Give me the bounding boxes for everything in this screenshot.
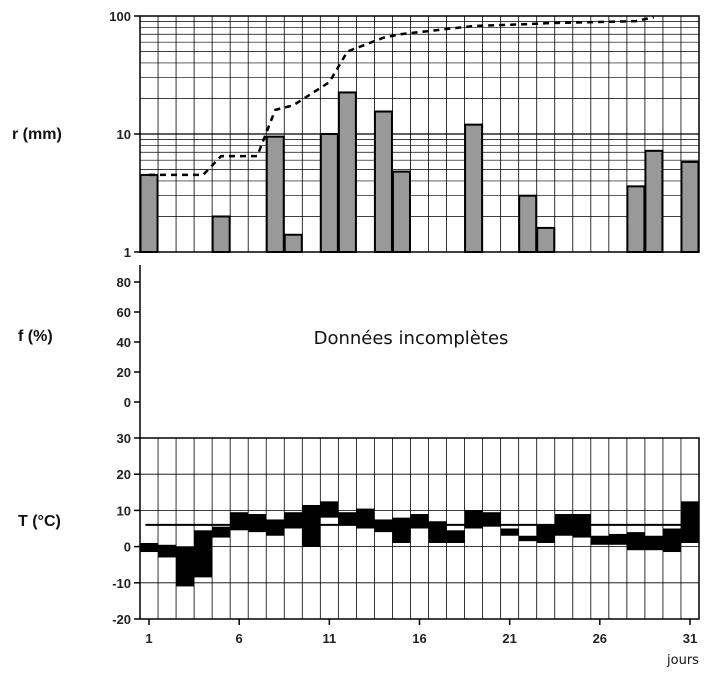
humidity-tick-label: 0 xyxy=(124,395,131,410)
temp-tick-label: 20 xyxy=(117,467,131,482)
x-axis-label: jours xyxy=(666,653,699,668)
precip-bar xyxy=(680,160,700,253)
precip-tick-label: 100 xyxy=(109,9,131,24)
x-tick-label: 6 xyxy=(236,631,243,646)
temp-range-bar xyxy=(284,512,303,529)
temp-tick-label: -20 xyxy=(112,612,131,627)
line-layer xyxy=(145,15,699,526)
precip-bar xyxy=(464,123,484,253)
precip-bar xyxy=(391,170,411,254)
temp-tick-label: 0 xyxy=(124,540,131,555)
temp-tick-label: 10 xyxy=(117,503,131,518)
temp-range-bar xyxy=(194,530,213,578)
temp-range-bar xyxy=(230,512,249,531)
temp-range-bar xyxy=(212,526,231,538)
precip-bar xyxy=(626,185,646,253)
humidity-tick-label: 40 xyxy=(117,335,131,350)
temp-range-bar xyxy=(482,512,501,527)
precip-bar xyxy=(265,135,285,253)
humidity-axis-label: f (%) xyxy=(18,328,53,345)
temp-range-bar xyxy=(158,544,177,558)
temp-range-bar xyxy=(518,535,537,542)
precip-axis-label: r (mm) xyxy=(12,126,62,143)
x-tick-label: 31 xyxy=(683,631,697,646)
humidity-tick-label: 60 xyxy=(117,305,131,320)
precip-bar xyxy=(337,91,357,253)
temp-range-bar xyxy=(500,528,519,536)
incomplete-data-note: Données incomplètes xyxy=(314,328,509,349)
temp-range-bar xyxy=(266,519,285,536)
precip-bar xyxy=(319,133,339,253)
temp-range-bar xyxy=(320,501,339,518)
precip-bar xyxy=(283,233,303,254)
precip-bar xyxy=(211,215,231,253)
precip-bar xyxy=(644,149,664,253)
x-tick-label: 21 xyxy=(502,631,516,646)
temperature-axis-label: T (°C) xyxy=(18,513,61,530)
temp-range-bar xyxy=(644,535,663,551)
temp-range-bar xyxy=(536,524,555,543)
x-tick-label: 16 xyxy=(412,631,426,646)
x-tick-label: 26 xyxy=(593,631,607,646)
temp-range-bar xyxy=(680,501,699,543)
x-tick-label: 1 xyxy=(145,631,152,646)
x-tick-label: 11 xyxy=(322,631,336,646)
precip-bar xyxy=(536,226,556,254)
temp-range-bar xyxy=(608,533,627,545)
temp-range-bar xyxy=(446,530,465,543)
precip-bar xyxy=(518,194,538,253)
temp-range-bar xyxy=(338,512,357,525)
precip-bar xyxy=(139,173,159,254)
humidity-tick-label: 80 xyxy=(117,275,131,290)
temp-range-bar xyxy=(140,542,159,553)
precip-bar xyxy=(373,110,393,253)
temp-range-bar xyxy=(428,521,447,543)
temp-range-bar xyxy=(356,508,375,529)
temp-range-bar xyxy=(590,535,609,545)
temp-range-bar xyxy=(662,528,681,553)
temp-tick-label: -10 xyxy=(112,576,131,591)
temp-range-bar xyxy=(392,517,411,543)
temp-range-bar xyxy=(626,532,645,551)
temp-tick-label: 30 xyxy=(117,431,131,446)
cumulative-precip-line xyxy=(149,15,655,177)
temp-range-bar xyxy=(410,514,429,529)
humidity-tick-label: 20 xyxy=(117,365,131,380)
precip-tick-label: 10 xyxy=(117,127,131,142)
temp-range-bar xyxy=(248,514,267,533)
precip-tick-label: 1 xyxy=(124,245,131,260)
temp-range-bar xyxy=(176,546,195,587)
